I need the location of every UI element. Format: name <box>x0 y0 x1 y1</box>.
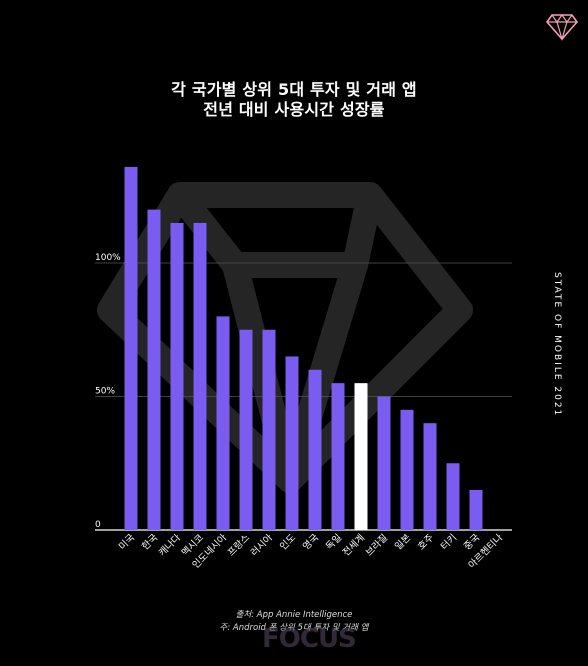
y-tick-label: 50% <box>95 387 115 397</box>
chart-title-line2: 전년 대비 사용시간 성장률 <box>203 100 385 119</box>
y-tick-label: 100% <box>95 253 121 263</box>
x-tick-label: 러시아 <box>249 532 276 559</box>
diamond-logo-icon <box>545 13 579 42</box>
x-tick-label: 일본 <box>393 532 413 552</box>
x-tick-label: 호주 <box>416 532 436 552</box>
watermark-text: FOCUS <box>262 624 357 654</box>
bar-11 <box>377 396 391 530</box>
bar-10 <box>354 383 368 530</box>
x-tick-label: 터키 <box>439 532 459 552</box>
bar-12 <box>400 409 414 530</box>
bar-0 <box>124 166 138 530</box>
bar-3 <box>193 222 207 530</box>
x-tick-label: 브라질 <box>363 532 390 559</box>
bar-14 <box>446 463 460 530</box>
bar-15 <box>469 489 483 530</box>
chart-title-line1: 각 국가별 상위 5대 투자 및 거래 앱 <box>171 80 417 99</box>
note-text: 주: Android 폰 상위 5대 투자 및 거래 앱 <box>219 623 369 633</box>
bar-6 <box>262 329 276 530</box>
source-text: 출처: App Annie Intelligence <box>235 610 353 620</box>
bar-8 <box>308 369 322 530</box>
x-tick-label: 인도 <box>278 532 298 552</box>
bar-4 <box>216 316 230 530</box>
x-tick-label: 영국 <box>301 532 321 552</box>
bar-2 <box>170 222 184 530</box>
bar-5 <box>239 329 253 530</box>
bar-13 <box>423 423 437 530</box>
x-tick-label: 캐나다 <box>157 532 184 559</box>
y-tick-label: 0 <box>95 520 101 530</box>
x-tick-label: 미국 <box>117 532 137 552</box>
bar-1 <box>147 209 161 530</box>
bar-7 <box>285 356 299 530</box>
x-tick-label: 전세계 <box>340 532 367 559</box>
bar-9 <box>331 383 345 530</box>
x-tick-label: 프랑스 <box>225 531 252 558</box>
